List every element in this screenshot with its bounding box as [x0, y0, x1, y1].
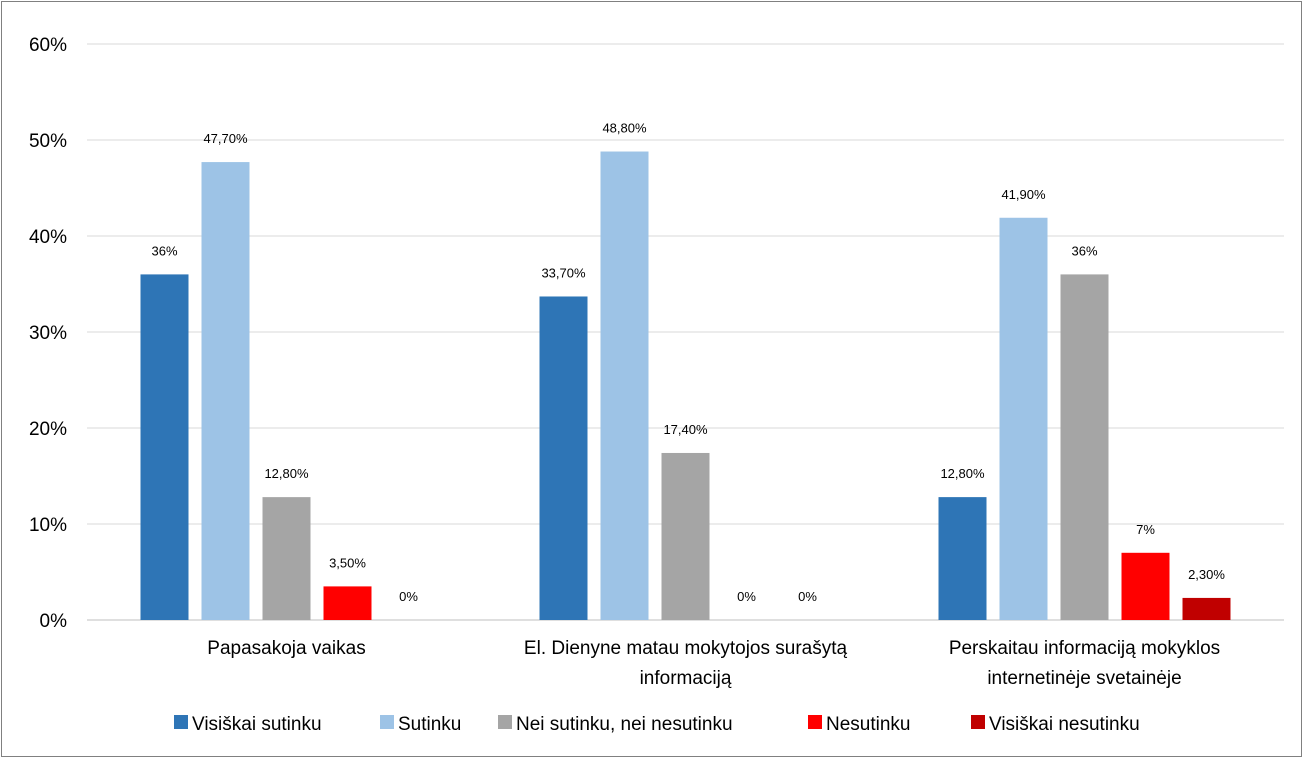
bar	[140, 274, 189, 620]
y-tick-label: 40%	[29, 227, 67, 248]
legend-swatch	[174, 715, 188, 729]
data-label: 7%	[1136, 522, 1155, 537]
data-label: 41,90%	[1001, 187, 1046, 202]
bar	[600, 151, 649, 620]
category-label: Papasakoja vaikas	[207, 638, 365, 659]
bar	[1121, 552, 1170, 620]
data-labels: 36% 33,70% 12,80% 47,70% 48,80% 41,90% 12,80% 1…	[151, 121, 1225, 604]
data-label: 48,80%	[602, 121, 647, 136]
legend-swatch	[380, 715, 394, 729]
data-label: 12,80%	[940, 466, 985, 481]
legend-label: Sutinku	[398, 714, 461, 735]
category-label: internetinėje svetainėje	[987, 668, 1181, 689]
bars	[140, 151, 1231, 620]
legend-label: Visiškai nesutinku	[989, 714, 1140, 735]
y-tick-label: 0%	[40, 611, 68, 632]
bar	[262, 497, 311, 620]
category-label: informaciją	[640, 668, 732, 689]
legend-swatch	[808, 715, 822, 729]
data-label: 0%	[798, 589, 817, 604]
data-label: 12,80%	[264, 466, 309, 481]
bar	[539, 296, 588, 620]
data-label: 17,40%	[663, 422, 708, 437]
data-label: 0%	[399, 589, 418, 604]
legend-swatch	[971, 715, 985, 729]
bar	[1182, 597, 1231, 620]
y-axis-ticks: 0% 10% 20% 30% 40% 50% 60%	[29, 35, 67, 632]
data-label: 36%	[1071, 243, 1097, 258]
bar	[201, 162, 250, 620]
legend-label: Nesutinku	[826, 714, 911, 735]
bar	[1060, 274, 1109, 620]
legend-swatch	[498, 715, 512, 729]
bar	[999, 217, 1048, 620]
legend-label: Visiškai sutinku	[192, 714, 322, 735]
y-tick-label: 60%	[29, 35, 67, 56]
x-axis-categories: Papasakoja vaikas El. Dienyne matau mokyt…	[207, 638, 1220, 689]
data-label: 2,30%	[1188, 567, 1225, 582]
y-tick-label: 20%	[29, 419, 67, 440]
bar	[661, 452, 710, 620]
y-tick-label: 50%	[29, 131, 67, 152]
bar	[323, 586, 372, 620]
legend-label: Nei sutinku, nei nesutinku	[516, 714, 733, 735]
data-label: 0%	[737, 589, 756, 604]
category-label: Perskaitau informaciją mokyklos	[949, 638, 1220, 659]
data-label: 47,70%	[203, 131, 248, 146]
data-label: 3,50%	[329, 555, 366, 570]
y-tick-label: 30%	[29, 323, 67, 344]
data-label: 36%	[151, 243, 177, 258]
legend: Visiškai sutinku Sutinku Nei sutinku, nei …	[174, 714, 1140, 735]
data-label: 33,70%	[541, 265, 586, 280]
y-tick-label: 10%	[29, 515, 67, 536]
bar	[938, 497, 987, 620]
category-label: El. Dienyne matau mokytojos surašytą	[524, 638, 848, 659]
